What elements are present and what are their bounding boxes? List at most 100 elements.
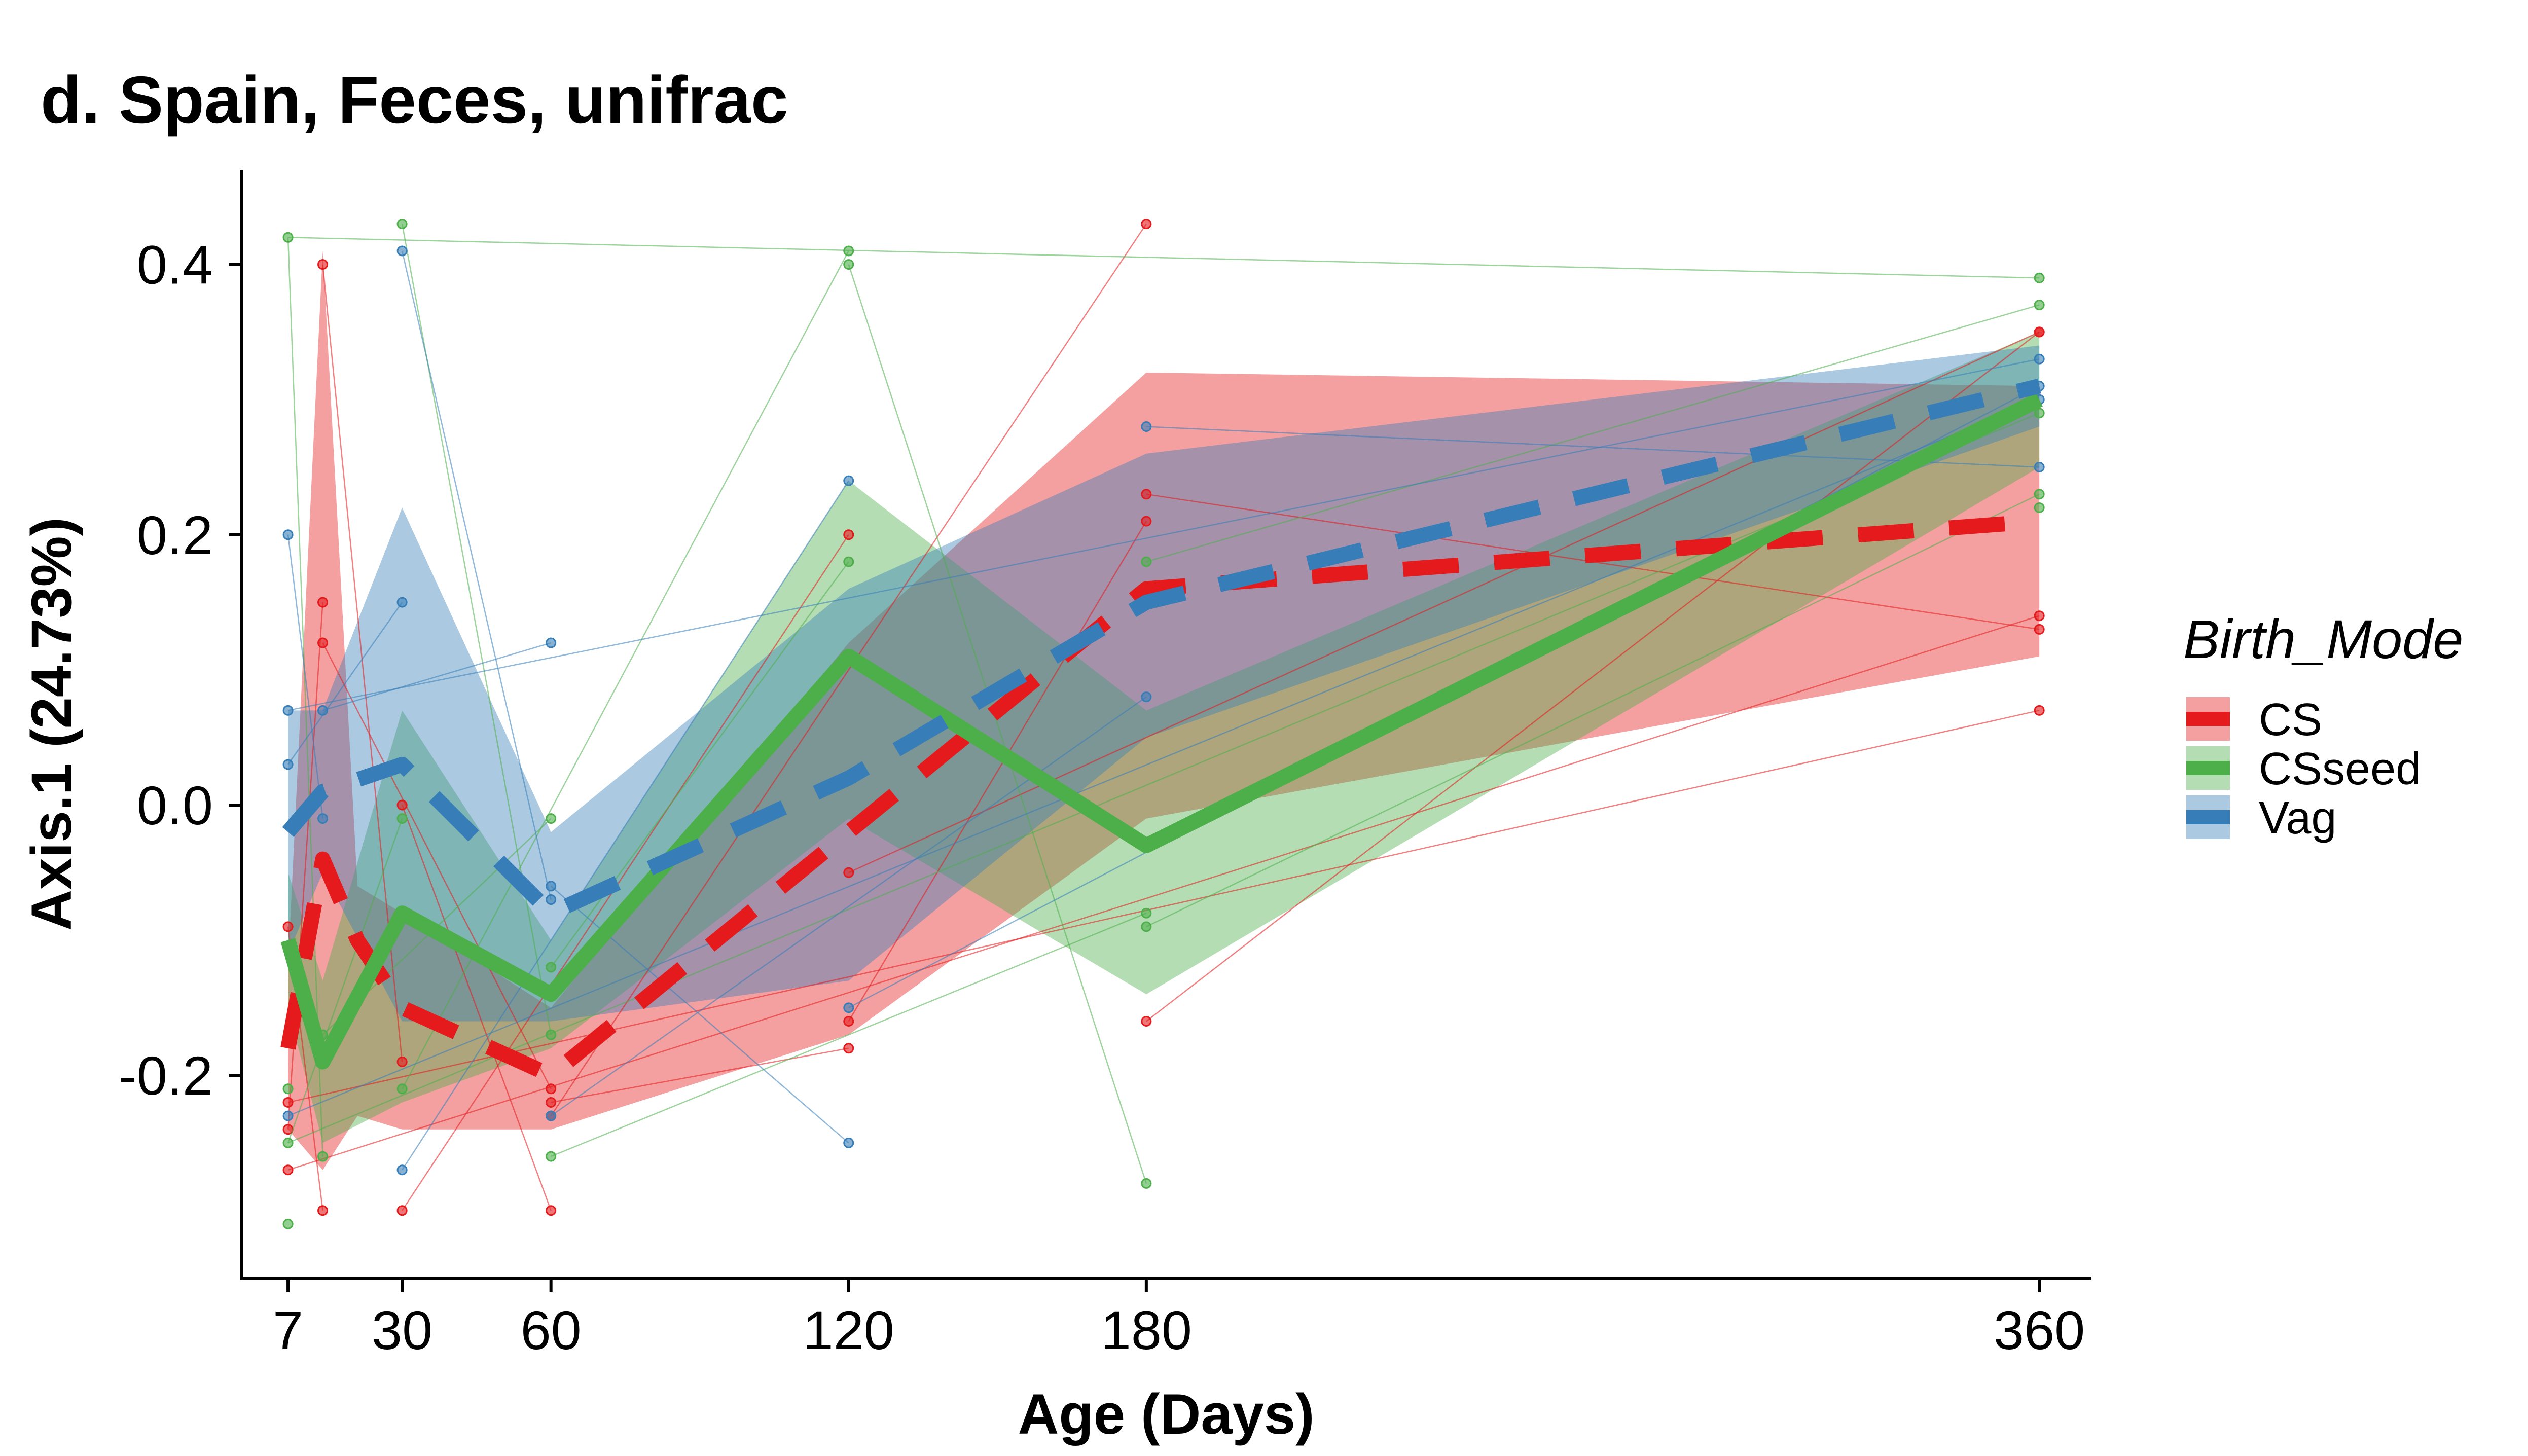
- trajectory-line-vag: [322, 642, 552, 711]
- point-csseed: [1141, 921, 1152, 932]
- point-csseed: [2034, 300, 2045, 311]
- point-cs: [546, 1205, 557, 1216]
- legend-label-csseed: CSseed: [2259, 744, 2421, 794]
- point-vag: [2034, 353, 2045, 365]
- point-cs: [843, 1015, 854, 1027]
- trajectory-line-vag: [550, 696, 1147, 1117]
- point-csseed: [2034, 489, 2045, 500]
- chart-title: d. Spain, Feces, unifrac: [41, 62, 788, 137]
- trajectory-line-vag: [287, 534, 323, 819]
- point-vag: [546, 637, 557, 648]
- point-csseed: [546, 813, 557, 824]
- point-csseed: [282, 232, 294, 243]
- point-cs: [317, 597, 329, 608]
- point-cs: [843, 529, 854, 540]
- point-cs: [282, 1097, 294, 1108]
- trajectory-line-csseed: [848, 264, 1147, 1184]
- point-cs: [843, 1043, 854, 1054]
- trajectory-line-cs: [401, 805, 552, 1211]
- point-cs: [546, 1097, 557, 1108]
- trajectory-line-csseed: [1146, 304, 2040, 563]
- x-tick-label: 7: [273, 1299, 303, 1361]
- point-vag: [317, 813, 329, 824]
- point-cs: [317, 637, 329, 648]
- point-cs: [396, 1205, 408, 1216]
- point-csseed: [2034, 502, 2045, 513]
- trajectory-line-vag: [287, 358, 2040, 711]
- y-tick-label: -0.2: [119, 1045, 213, 1106]
- trajectory-line-vag: [287, 399, 2040, 1117]
- y-tick-label: 0.2: [137, 504, 213, 566]
- point-cs: [317, 1205, 329, 1216]
- point-csseed: [396, 219, 408, 230]
- point-vag: [317, 705, 329, 716]
- point-csseed: [843, 259, 854, 270]
- trajectory-line-cs: [848, 521, 1147, 1022]
- point-csseed: [843, 245, 854, 257]
- legend-label-vag: Vag: [2259, 793, 2336, 844]
- point-vag: [282, 759, 294, 770]
- point-csseed: [396, 813, 408, 824]
- point-cs: [282, 921, 294, 932]
- point-cs: [1141, 219, 1152, 230]
- trajectory-line-csseed: [287, 237, 323, 1157]
- point-csseed: [396, 1083, 408, 1095]
- trajectory-line-csseed: [287, 818, 403, 1143]
- point-vag: [282, 1110, 294, 1121]
- trajectory-line-cs: [402, 534, 849, 1211]
- x-tick-label: 30: [372, 1299, 432, 1361]
- ribbon-csseed: [288, 332, 2040, 1143]
- point-csseed: [546, 962, 557, 973]
- y-tick-label: 0.4: [137, 234, 213, 296]
- point-csseed: [843, 556, 854, 567]
- x-tick-label: 120: [803, 1299, 894, 1361]
- trajectory-line-cs: [287, 710, 2040, 1103]
- x-tick-label: 360: [1994, 1299, 2085, 1361]
- point-cs: [2034, 610, 2045, 622]
- point-vag: [546, 894, 557, 905]
- trajectory-line-vag: [287, 602, 403, 765]
- x-axis-title: Age (Days): [1018, 1382, 1314, 1446]
- point-vag: [843, 1137, 854, 1148]
- point-cs: [2034, 624, 2045, 635]
- point-csseed: [317, 1151, 329, 1162]
- point-vag: [546, 881, 557, 892]
- point-csseed: [1141, 1178, 1152, 1189]
- point-cs: [282, 1164, 294, 1176]
- axes: [240, 170, 2091, 1280]
- point-csseed: [282, 1137, 294, 1148]
- trajectory-line-csseed: [551, 913, 1147, 1157]
- point-cs: [2034, 705, 2045, 716]
- point-vag: [396, 597, 408, 608]
- point-vag: [843, 1002, 854, 1013]
- point-csseed: [1141, 556, 1152, 567]
- point-cs: [1141, 1015, 1152, 1027]
- ribbon-vag: [288, 345, 2040, 1022]
- trajectory-line-vag: [402, 480, 849, 1171]
- mean-line-vag: [282, 378, 2041, 921]
- point-cs: [843, 867, 854, 878]
- plot-area: [280, 219, 2045, 1229]
- point-csseed: [546, 1029, 557, 1040]
- point-vag: [282, 529, 294, 540]
- point-vag: [2034, 461, 2045, 472]
- y-axis-title: Axis.1 (24.73%): [20, 517, 83, 931]
- point-vag: [1141, 691, 1152, 703]
- trajectory-line-cs: [287, 615, 2040, 1171]
- y-tick-label: 0.0: [137, 775, 213, 836]
- ticks: 7 30 60 120 180 360 -0.2 0.0 0.2 0.4: [119, 234, 2085, 1361]
- x-tick-label: 180: [1101, 1299, 1192, 1361]
- mean-line-csseed: [280, 392, 2043, 1070]
- point-cs: [1141, 489, 1152, 500]
- point-cs: [396, 799, 408, 811]
- x-tick-label: 60: [521, 1299, 582, 1361]
- point-csseed: [282, 1218, 294, 1229]
- trajectory-line-csseed: [550, 561, 849, 968]
- point-cs: [1141, 516, 1152, 527]
- point-vag: [396, 1164, 408, 1176]
- point-csseed: [2034, 272, 2045, 283]
- point-cs: [2034, 326, 2045, 338]
- point-csseed: [546, 1151, 557, 1162]
